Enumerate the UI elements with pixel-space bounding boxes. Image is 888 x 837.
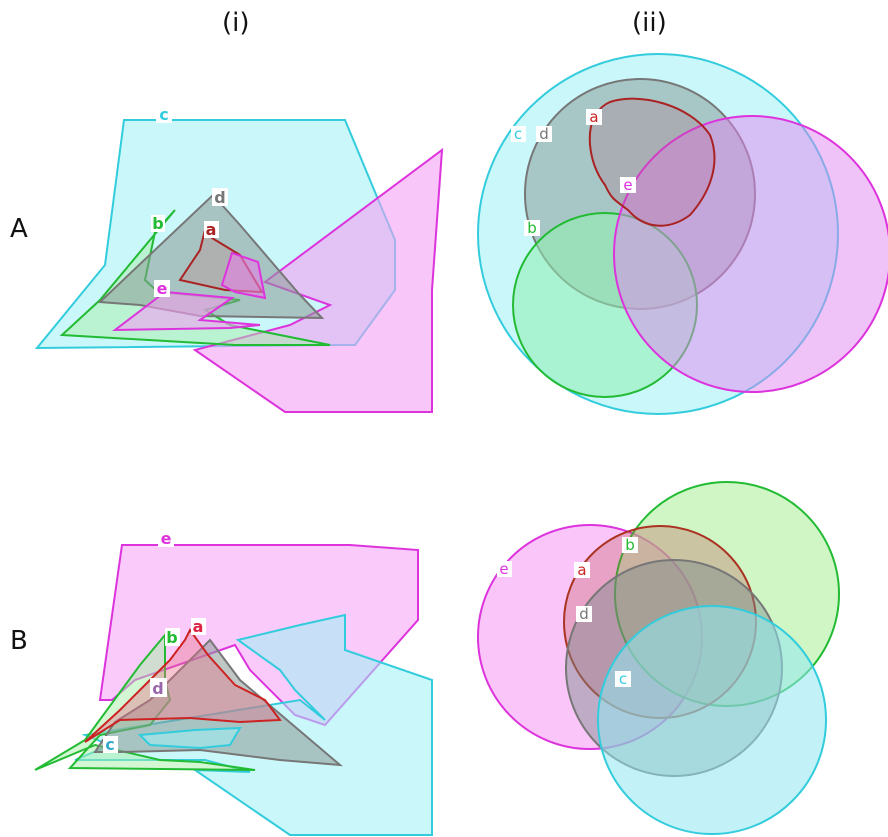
label-b-i-d: d: [152, 679, 163, 698]
region-a-polygon: [84, 628, 282, 743]
label-a-i-e: e: [157, 279, 168, 298]
label-a-ii-b: b: [527, 219, 537, 237]
label-a-ii-a: a: [589, 108, 598, 126]
panel-b-ii: e a b d c: [477, 481, 840, 835]
region-e-inner-polygon: [111, 290, 261, 332]
label-a-i-d: d: [214, 188, 225, 207]
region-e-small-polygon: [220, 251, 267, 300]
label-a-i-c: c: [159, 105, 168, 124]
row-header-b: B: [10, 626, 28, 656]
panel-b-i: e b a d c: [34, 529, 433, 836]
panel-a-i: c d b a e: [34, 105, 444, 413]
column-header-ii: (ii): [632, 8, 667, 38]
column-header-i: (i): [222, 8, 250, 38]
label-b-ii-a: a: [577, 561, 586, 579]
label-a-i-a: a: [206, 220, 217, 239]
region-c-inner-polygon: [137, 726, 242, 750]
label-b-ii-c: c: [619, 670, 627, 688]
circle-e: [613, 115, 888, 393]
label-b-ii-e: e: [499, 560, 508, 578]
circle-c: [597, 605, 827, 835]
label-a-ii-c: c: [514, 125, 522, 143]
label-a-ii-d: d: [539, 125, 549, 143]
panel-a-ii: c d a e b: [477, 53, 888, 415]
label-a-ii-e: e: [623, 176, 632, 194]
label-b-i-b: b: [166, 628, 177, 647]
label-b-i-a: a: [193, 617, 204, 636]
label-b-i-c: c: [105, 735, 114, 754]
label-a-i-b: b: [152, 214, 163, 233]
label-b-i-e: e: [161, 529, 172, 548]
row-header-a: A: [10, 214, 28, 244]
label-b-ii-b: b: [625, 536, 635, 554]
label-b-ii-d: d: [579, 605, 589, 623]
